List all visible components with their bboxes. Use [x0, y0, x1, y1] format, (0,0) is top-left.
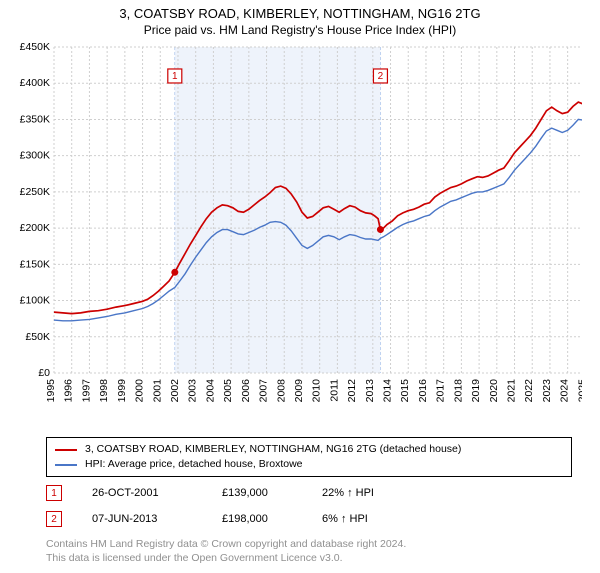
svg-text:£350K: £350K	[20, 113, 50, 125]
sale-events: 1 26-OCT-2001 £139,000 22% ↑ HPI 2 07-JU…	[46, 485, 572, 527]
event-hpi-2: 6% ↑ HPI	[322, 513, 412, 525]
legend: 3, COATSBY ROAD, KIMBERLEY, NOTTINGHAM, …	[46, 437, 572, 477]
svg-text:£250K: £250K	[20, 186, 50, 198]
chart-area: £0 £50K £100K £150K £200K £250K £300K £350K £400…	[8, 43, 582, 433]
svg-text:2: 2	[378, 71, 384, 82]
svg-text:£50K: £50K	[25, 331, 50, 343]
svg-text:2004: 2004	[204, 379, 216, 403]
svg-text:2009: 2009	[293, 379, 305, 403]
event-price-2: £198,000	[222, 513, 292, 525]
legend-label-property: 3, COATSBY ROAD, KIMBERLEY, NOTTINGHAM, …	[85, 442, 461, 457]
legend-label-hpi: HPI: Average price, detached house, Brox…	[85, 457, 303, 472]
attribution: Contains HM Land Registry data © Crown c…	[46, 537, 572, 565]
svg-text:2023: 2023	[541, 379, 553, 403]
svg-text:£450K: £450K	[20, 43, 50, 53]
chart-header: 3, COATSBY ROAD, KIMBERLEY, NOTTINGHAM, …	[0, 0, 600, 39]
svg-text:1996: 1996	[63, 379, 75, 403]
svg-text:2022: 2022	[523, 379, 535, 403]
svg-text:2024: 2024	[559, 379, 571, 403]
svg-text:2005: 2005	[222, 379, 234, 403]
event-date-1: 26-OCT-2001	[92, 487, 192, 499]
svg-text:2018: 2018	[452, 379, 464, 403]
legend-swatch-hpi	[55, 464, 77, 466]
svg-text:2006: 2006	[240, 379, 252, 403]
svg-text:2020: 2020	[488, 379, 500, 403]
attribution-line1: Contains HM Land Registry data © Crown c…	[46, 537, 572, 551]
svg-text:2000: 2000	[134, 379, 146, 403]
svg-text:2015: 2015	[399, 379, 411, 403]
svg-text:£100K: £100K	[20, 295, 50, 307]
svg-text:2019: 2019	[470, 379, 482, 403]
svg-text:2007: 2007	[258, 379, 270, 403]
svg-text:2017: 2017	[435, 379, 447, 403]
svg-text:2014: 2014	[382, 379, 394, 403]
svg-text:£200K: £200K	[20, 222, 50, 234]
title-subtitle: Price paid vs. HM Land Registry's House …	[0, 23, 600, 37]
svg-text:2016: 2016	[417, 379, 429, 403]
svg-text:1999: 1999	[116, 379, 128, 403]
svg-text:£400K: £400K	[20, 77, 50, 89]
price-chart-svg: £0 £50K £100K £150K £200K £250K £300K £350K £400…	[8, 43, 582, 433]
svg-text:1995: 1995	[45, 379, 57, 403]
sale-event-2: 2 07-JUN-2013 £198,000 6% ↑ HPI	[46, 511, 572, 527]
svg-text:2025: 2025	[576, 379, 582, 403]
svg-text:2008: 2008	[275, 379, 287, 403]
event-marker-2: 2	[46, 511, 62, 527]
event-hpi-1: 22% ↑ HPI	[322, 487, 412, 499]
event-date-2: 07-JUN-2013	[92, 513, 192, 525]
legend-row-hpi: HPI: Average price, detached house, Brox…	[55, 457, 563, 472]
svg-text:1: 1	[172, 71, 178, 82]
legend-swatch-property	[55, 449, 77, 451]
svg-text:1998: 1998	[98, 379, 110, 403]
sale-event-1: 1 26-OCT-2001 £139,000 22% ↑ HPI	[46, 485, 572, 501]
attribution-line2: This data is licensed under the Open Gov…	[46, 551, 572, 565]
event-marker-1: 1	[46, 485, 62, 501]
svg-text:2012: 2012	[346, 379, 358, 403]
legend-row-property: 3, COATSBY ROAD, KIMBERLEY, NOTTINGHAM, …	[55, 442, 563, 457]
svg-text:2011: 2011	[328, 379, 340, 402]
svg-text:2013: 2013	[364, 379, 376, 403]
svg-text:2003: 2003	[187, 379, 199, 403]
svg-text:£0: £0	[38, 367, 50, 379]
svg-text:2002: 2002	[169, 379, 181, 403]
title-address: 3, COATSBY ROAD, KIMBERLEY, NOTTINGHAM, …	[0, 6, 600, 21]
event-price-1: £139,000	[222, 487, 292, 499]
svg-text:2010: 2010	[311, 379, 323, 403]
svg-text:£300K: £300K	[20, 150, 50, 162]
svg-text:2001: 2001	[151, 379, 163, 403]
svg-text:£150K: £150K	[20, 258, 50, 270]
svg-text:1997: 1997	[80, 379, 92, 403]
svg-text:2021: 2021	[506, 379, 518, 403]
